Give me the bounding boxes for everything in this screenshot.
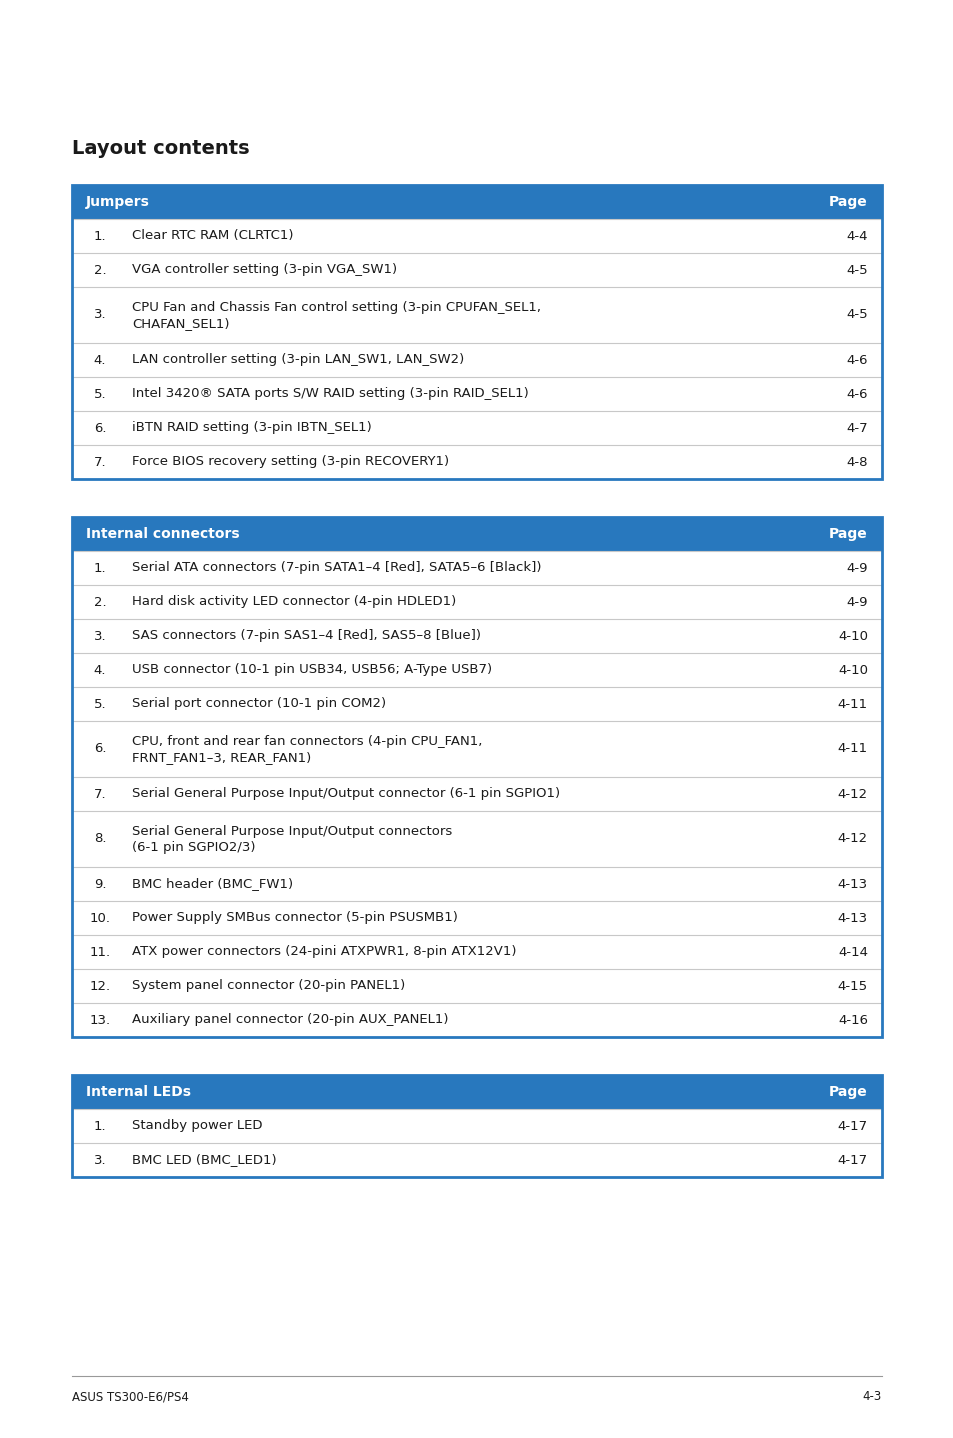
Text: 6.: 6. bbox=[93, 421, 106, 434]
Text: Force BIOS recovery setting (3-pin RECOVERY1): Force BIOS recovery setting (3-pin RECOV… bbox=[132, 456, 449, 469]
Text: Power Supply SMBus connector (5-pin PSUSMB1): Power Supply SMBus connector (5-pin PSUS… bbox=[132, 912, 457, 925]
Text: Page: Page bbox=[828, 1086, 867, 1099]
Text: System panel connector (20-pin PANEL1): System panel connector (20-pin PANEL1) bbox=[132, 979, 405, 992]
Text: 1.: 1. bbox=[93, 1120, 106, 1133]
Text: Page: Page bbox=[828, 526, 867, 541]
Text: 10.: 10. bbox=[90, 912, 111, 925]
Text: 3.: 3. bbox=[93, 1153, 106, 1166]
Text: Jumpers: Jumpers bbox=[86, 196, 150, 209]
Text: 13.: 13. bbox=[90, 1014, 111, 1027]
Text: 4-13: 4-13 bbox=[837, 877, 867, 890]
Text: 4-6: 4-6 bbox=[845, 354, 867, 367]
Text: 5.: 5. bbox=[93, 697, 106, 710]
Text: 4.: 4. bbox=[93, 354, 106, 367]
Text: 4-7: 4-7 bbox=[845, 421, 867, 434]
FancyBboxPatch shape bbox=[71, 518, 882, 1037]
Text: 4-3: 4-3 bbox=[862, 1391, 882, 1403]
Text: 4-8: 4-8 bbox=[845, 456, 867, 469]
FancyBboxPatch shape bbox=[71, 186, 882, 219]
Text: 4-17: 4-17 bbox=[837, 1120, 867, 1133]
Text: CPU Fan and Chassis Fan control setting (3-pin CPUFAN_SEL1,: CPU Fan and Chassis Fan control setting … bbox=[132, 302, 540, 315]
Text: 2.: 2. bbox=[93, 595, 106, 608]
Text: 4-4: 4-4 bbox=[845, 230, 867, 243]
FancyBboxPatch shape bbox=[71, 1076, 882, 1176]
Text: CHAFAN_SEL1): CHAFAN_SEL1) bbox=[132, 318, 230, 331]
Text: 4-11: 4-11 bbox=[837, 742, 867, 755]
Text: Serial General Purpose Input/Output connectors: Serial General Purpose Input/Output conn… bbox=[132, 825, 452, 838]
Text: VGA controller setting (3-pin VGA_SW1): VGA controller setting (3-pin VGA_SW1) bbox=[132, 263, 396, 276]
Text: 4.: 4. bbox=[93, 663, 106, 676]
Text: Serial port connector (10-1 pin COM2): Serial port connector (10-1 pin COM2) bbox=[132, 697, 386, 710]
Text: USB connector (10-1 pin USB34, USB56; A-Type USB7): USB connector (10-1 pin USB34, USB56; A-… bbox=[132, 663, 492, 676]
Text: 4-12: 4-12 bbox=[837, 833, 867, 846]
Text: 4-9: 4-9 bbox=[845, 595, 867, 608]
Text: 3.: 3. bbox=[93, 309, 106, 322]
Text: 12.: 12. bbox=[90, 979, 111, 992]
Text: SAS connectors (7-pin SAS1–4 [Red], SAS5–8 [Blue]): SAS connectors (7-pin SAS1–4 [Red], SAS5… bbox=[132, 630, 480, 643]
Text: 4-11: 4-11 bbox=[837, 697, 867, 710]
Text: BMC LED (BMC_LED1): BMC LED (BMC_LED1) bbox=[132, 1153, 276, 1166]
Text: Serial ATA connectors (7-pin SATA1–4 [Red], SATA5–6 [Black]): Serial ATA connectors (7-pin SATA1–4 [Re… bbox=[132, 561, 541, 575]
Text: BMC header (BMC_FW1): BMC header (BMC_FW1) bbox=[132, 877, 293, 890]
FancyBboxPatch shape bbox=[71, 518, 882, 551]
Text: 1.: 1. bbox=[93, 561, 106, 575]
Text: Internal connectors: Internal connectors bbox=[86, 526, 239, 541]
Text: 6.: 6. bbox=[93, 742, 106, 755]
Text: 4-16: 4-16 bbox=[837, 1014, 867, 1027]
Text: 4-17: 4-17 bbox=[837, 1153, 867, 1166]
Text: 11.: 11. bbox=[90, 946, 111, 959]
Text: 4-10: 4-10 bbox=[837, 630, 867, 643]
FancyBboxPatch shape bbox=[71, 186, 882, 479]
Text: Hard disk activity LED connector (4-pin HDLED1): Hard disk activity LED connector (4-pin … bbox=[132, 595, 456, 608]
Text: Intel 3420® SATA ports S/W RAID setting (3-pin RAID_SEL1): Intel 3420® SATA ports S/W RAID setting … bbox=[132, 387, 528, 401]
Text: (6-1 pin SGPIO2/3): (6-1 pin SGPIO2/3) bbox=[132, 841, 255, 854]
Text: 4-13: 4-13 bbox=[837, 912, 867, 925]
Text: 4-9: 4-9 bbox=[845, 561, 867, 575]
Text: LAN controller setting (3-pin LAN_SW1, LAN_SW2): LAN controller setting (3-pin LAN_SW1, L… bbox=[132, 354, 464, 367]
Text: Layout contents: Layout contents bbox=[71, 138, 250, 158]
Text: ATX power connectors (24-pini ATXPWR1, 8-pin ATX12V1): ATX power connectors (24-pini ATXPWR1, 8… bbox=[132, 946, 516, 959]
Text: 4-5: 4-5 bbox=[845, 309, 867, 322]
Text: 7.: 7. bbox=[93, 788, 106, 801]
Text: 7.: 7. bbox=[93, 456, 106, 469]
Text: 8.: 8. bbox=[93, 833, 106, 846]
Text: Internal LEDs: Internal LEDs bbox=[86, 1086, 191, 1099]
Text: Auxiliary panel connector (20-pin AUX_PANEL1): Auxiliary panel connector (20-pin AUX_PA… bbox=[132, 1014, 448, 1027]
Text: 3.: 3. bbox=[93, 630, 106, 643]
Text: 9.: 9. bbox=[93, 877, 106, 890]
Text: 5.: 5. bbox=[93, 387, 106, 401]
Text: Clear RTC RAM (CLRTC1): Clear RTC RAM (CLRTC1) bbox=[132, 230, 294, 243]
Text: ASUS TS300-E6/PS4: ASUS TS300-E6/PS4 bbox=[71, 1391, 189, 1403]
Text: 4-6: 4-6 bbox=[845, 387, 867, 401]
Text: 1.: 1. bbox=[93, 230, 106, 243]
Text: Standby power LED: Standby power LED bbox=[132, 1120, 262, 1133]
Text: CPU, front and rear fan connectors (4-pin CPU_FAN1,: CPU, front and rear fan connectors (4-pi… bbox=[132, 735, 482, 748]
Text: 4-14: 4-14 bbox=[837, 946, 867, 959]
Text: iBTN RAID setting (3-pin IBTN_SEL1): iBTN RAID setting (3-pin IBTN_SEL1) bbox=[132, 421, 372, 434]
Text: Serial General Purpose Input/Output connector (6-1 pin SGPIO1): Serial General Purpose Input/Output conn… bbox=[132, 788, 559, 801]
Text: 2.: 2. bbox=[93, 263, 106, 276]
Text: FRNT_FAN1–3, REAR_FAN1): FRNT_FAN1–3, REAR_FAN1) bbox=[132, 751, 311, 765]
Text: 4-10: 4-10 bbox=[837, 663, 867, 676]
Text: Page: Page bbox=[828, 196, 867, 209]
Text: 4-5: 4-5 bbox=[845, 263, 867, 276]
FancyBboxPatch shape bbox=[71, 1076, 882, 1109]
Text: 4-15: 4-15 bbox=[837, 979, 867, 992]
Text: 4-12: 4-12 bbox=[837, 788, 867, 801]
